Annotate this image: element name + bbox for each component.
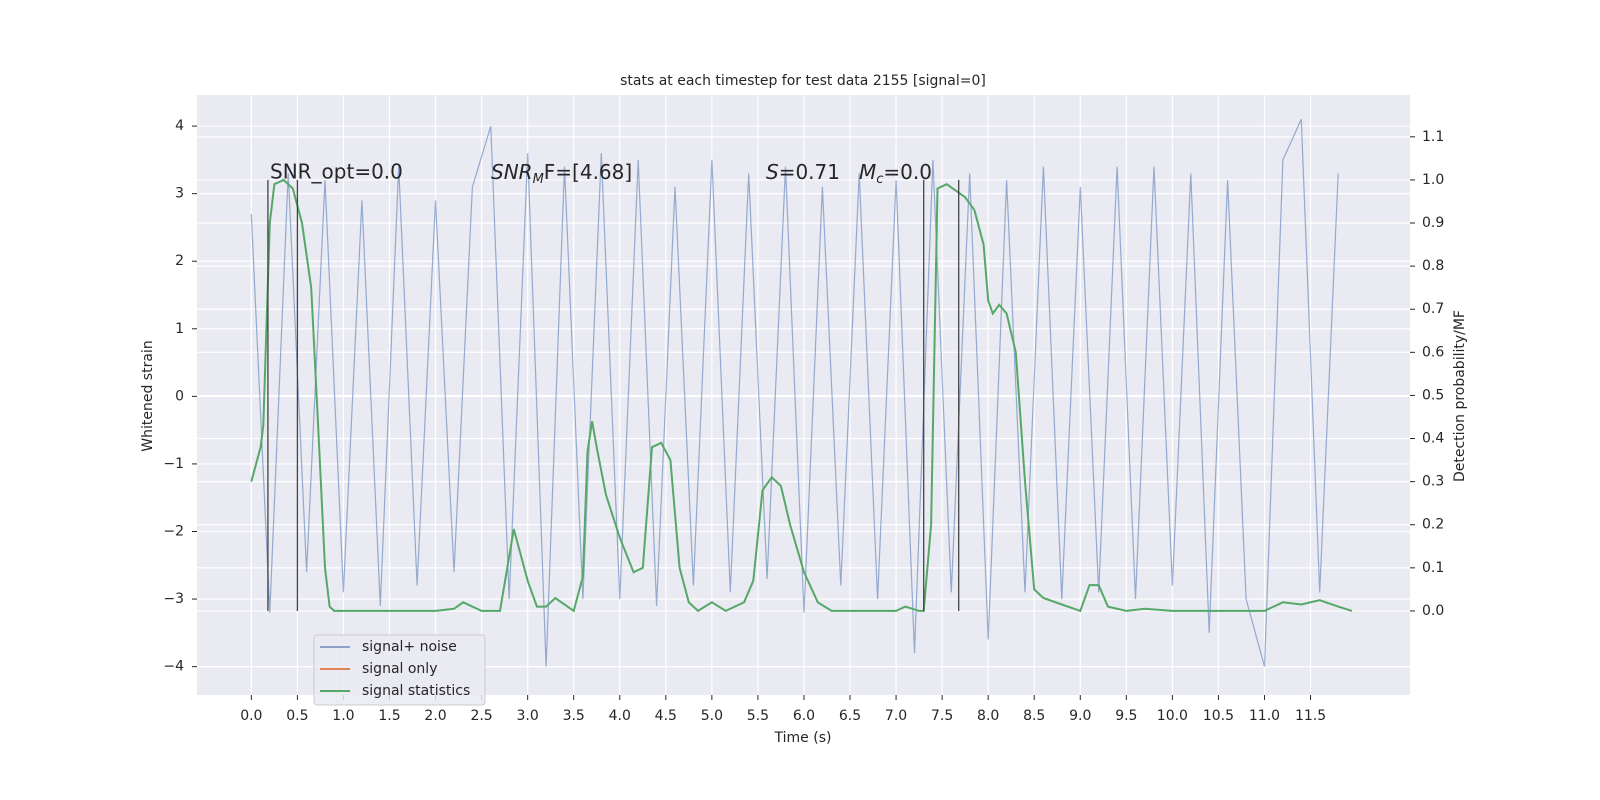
y-tick-label: 2 (175, 253, 184, 269)
y2-tick-label: 0.0 (1422, 603, 1444, 619)
y2-tick-label: 0.2 (1422, 517, 1444, 533)
annotation-part: S (766, 160, 779, 184)
annotation-part: =0.71 (779, 160, 840, 184)
x-tick-label: 4.5 (655, 708, 677, 724)
y2-axis-label: Detection probability/MF (1452, 310, 1468, 482)
y2-tick-label: 1.0 (1422, 172, 1444, 188)
y-tick-label: 0 (175, 388, 184, 404)
x-tick-label: 7.0 (885, 708, 907, 724)
y2-tick-label: 0.4 (1422, 431, 1444, 447)
x-tick-label: 11.0 (1249, 708, 1280, 724)
y-tick-label: −4 (163, 659, 184, 675)
x-tick-label: 1.5 (378, 708, 400, 724)
y2-tick-label: 0.8 (1422, 258, 1444, 274)
annotation-part: c (876, 172, 883, 187)
x-tick-label: 7.5 (931, 708, 953, 724)
x-tick-label: 3.5 (563, 708, 585, 724)
y-tick-label: −1 (163, 456, 184, 472)
x-tick-label: 10.0 (1157, 708, 1188, 724)
x-tick-label: 1.0 (332, 708, 354, 724)
y2-tick-label: 0.9 (1422, 215, 1444, 231)
x-tick-label: 2.5 (470, 708, 492, 724)
annotation: SNRMF=[4.68] (491, 160, 632, 187)
annotation: S=0.71 (766, 160, 840, 184)
annotation: Mc=0.0 (859, 160, 932, 187)
y2-tick-label: 0.7 (1422, 301, 1444, 317)
y-tick-label: −3 (163, 591, 184, 607)
x-tick-label: 5.0 (701, 708, 723, 724)
y2-tick-label: 1.1 (1422, 129, 1444, 145)
y2-tick-label: 0.6 (1422, 344, 1444, 360)
series-line (250, 119, 1339, 667)
x-tick-label: 9.0 (1069, 708, 1091, 724)
x-tick-label: 10.5 (1203, 708, 1234, 724)
y2-tick-label: 0.1 (1422, 560, 1444, 576)
x-tick-label: 4.0 (609, 708, 631, 724)
legend-label: signal+ noise (362, 639, 457, 655)
annotation-part: SNR (491, 160, 533, 184)
legend: signal+ noise signal only signal statistic… (313, 634, 486, 706)
y-tick-label: 3 (175, 186, 184, 202)
chart-title: stats at each timestep for test data 215… (620, 73, 986, 89)
x-tick-label: 9.5 (1115, 708, 1137, 724)
y-tick-label: −2 (163, 523, 184, 539)
annotation-part: =0.0 (883, 160, 932, 184)
x-tick-label: 5.5 (747, 708, 769, 724)
legend-box (313, 634, 486, 706)
legend-label: signal only (362, 661, 437, 677)
y2-tick-label: 0.5 (1422, 387, 1444, 403)
annotation-part: M (859, 160, 876, 184)
x-tick-label: 6.5 (839, 708, 861, 724)
x-tick-label: 3.0 (517, 708, 539, 724)
x-axis-label: Time (s) (774, 730, 832, 746)
series-line (250, 178, 1353, 613)
x-tick-label: 2.0 (424, 708, 446, 724)
annotation: SNR_opt=0.0 (270, 160, 403, 184)
x-tick-label: 0.5 (286, 708, 308, 724)
x-tick-label: 11.5 (1295, 708, 1326, 724)
y-tick-label: 4 (175, 118, 184, 134)
annotation-part: M (533, 172, 544, 187)
y2-tick-label: 0.3 (1422, 474, 1444, 490)
x-tick-label: 8.0 (977, 708, 999, 724)
y-tick-label: 1 (175, 321, 184, 337)
x-tick-label: 6.0 (793, 708, 815, 724)
annotation-part: F=[4.68] (544, 160, 632, 184)
x-tick-label: 8.5 (1023, 708, 1045, 724)
legend-label: signal statistics (362, 683, 470, 699)
x-tick-label: 0.0 (240, 708, 262, 724)
y-axis-label: Whitened strain (140, 340, 156, 451)
